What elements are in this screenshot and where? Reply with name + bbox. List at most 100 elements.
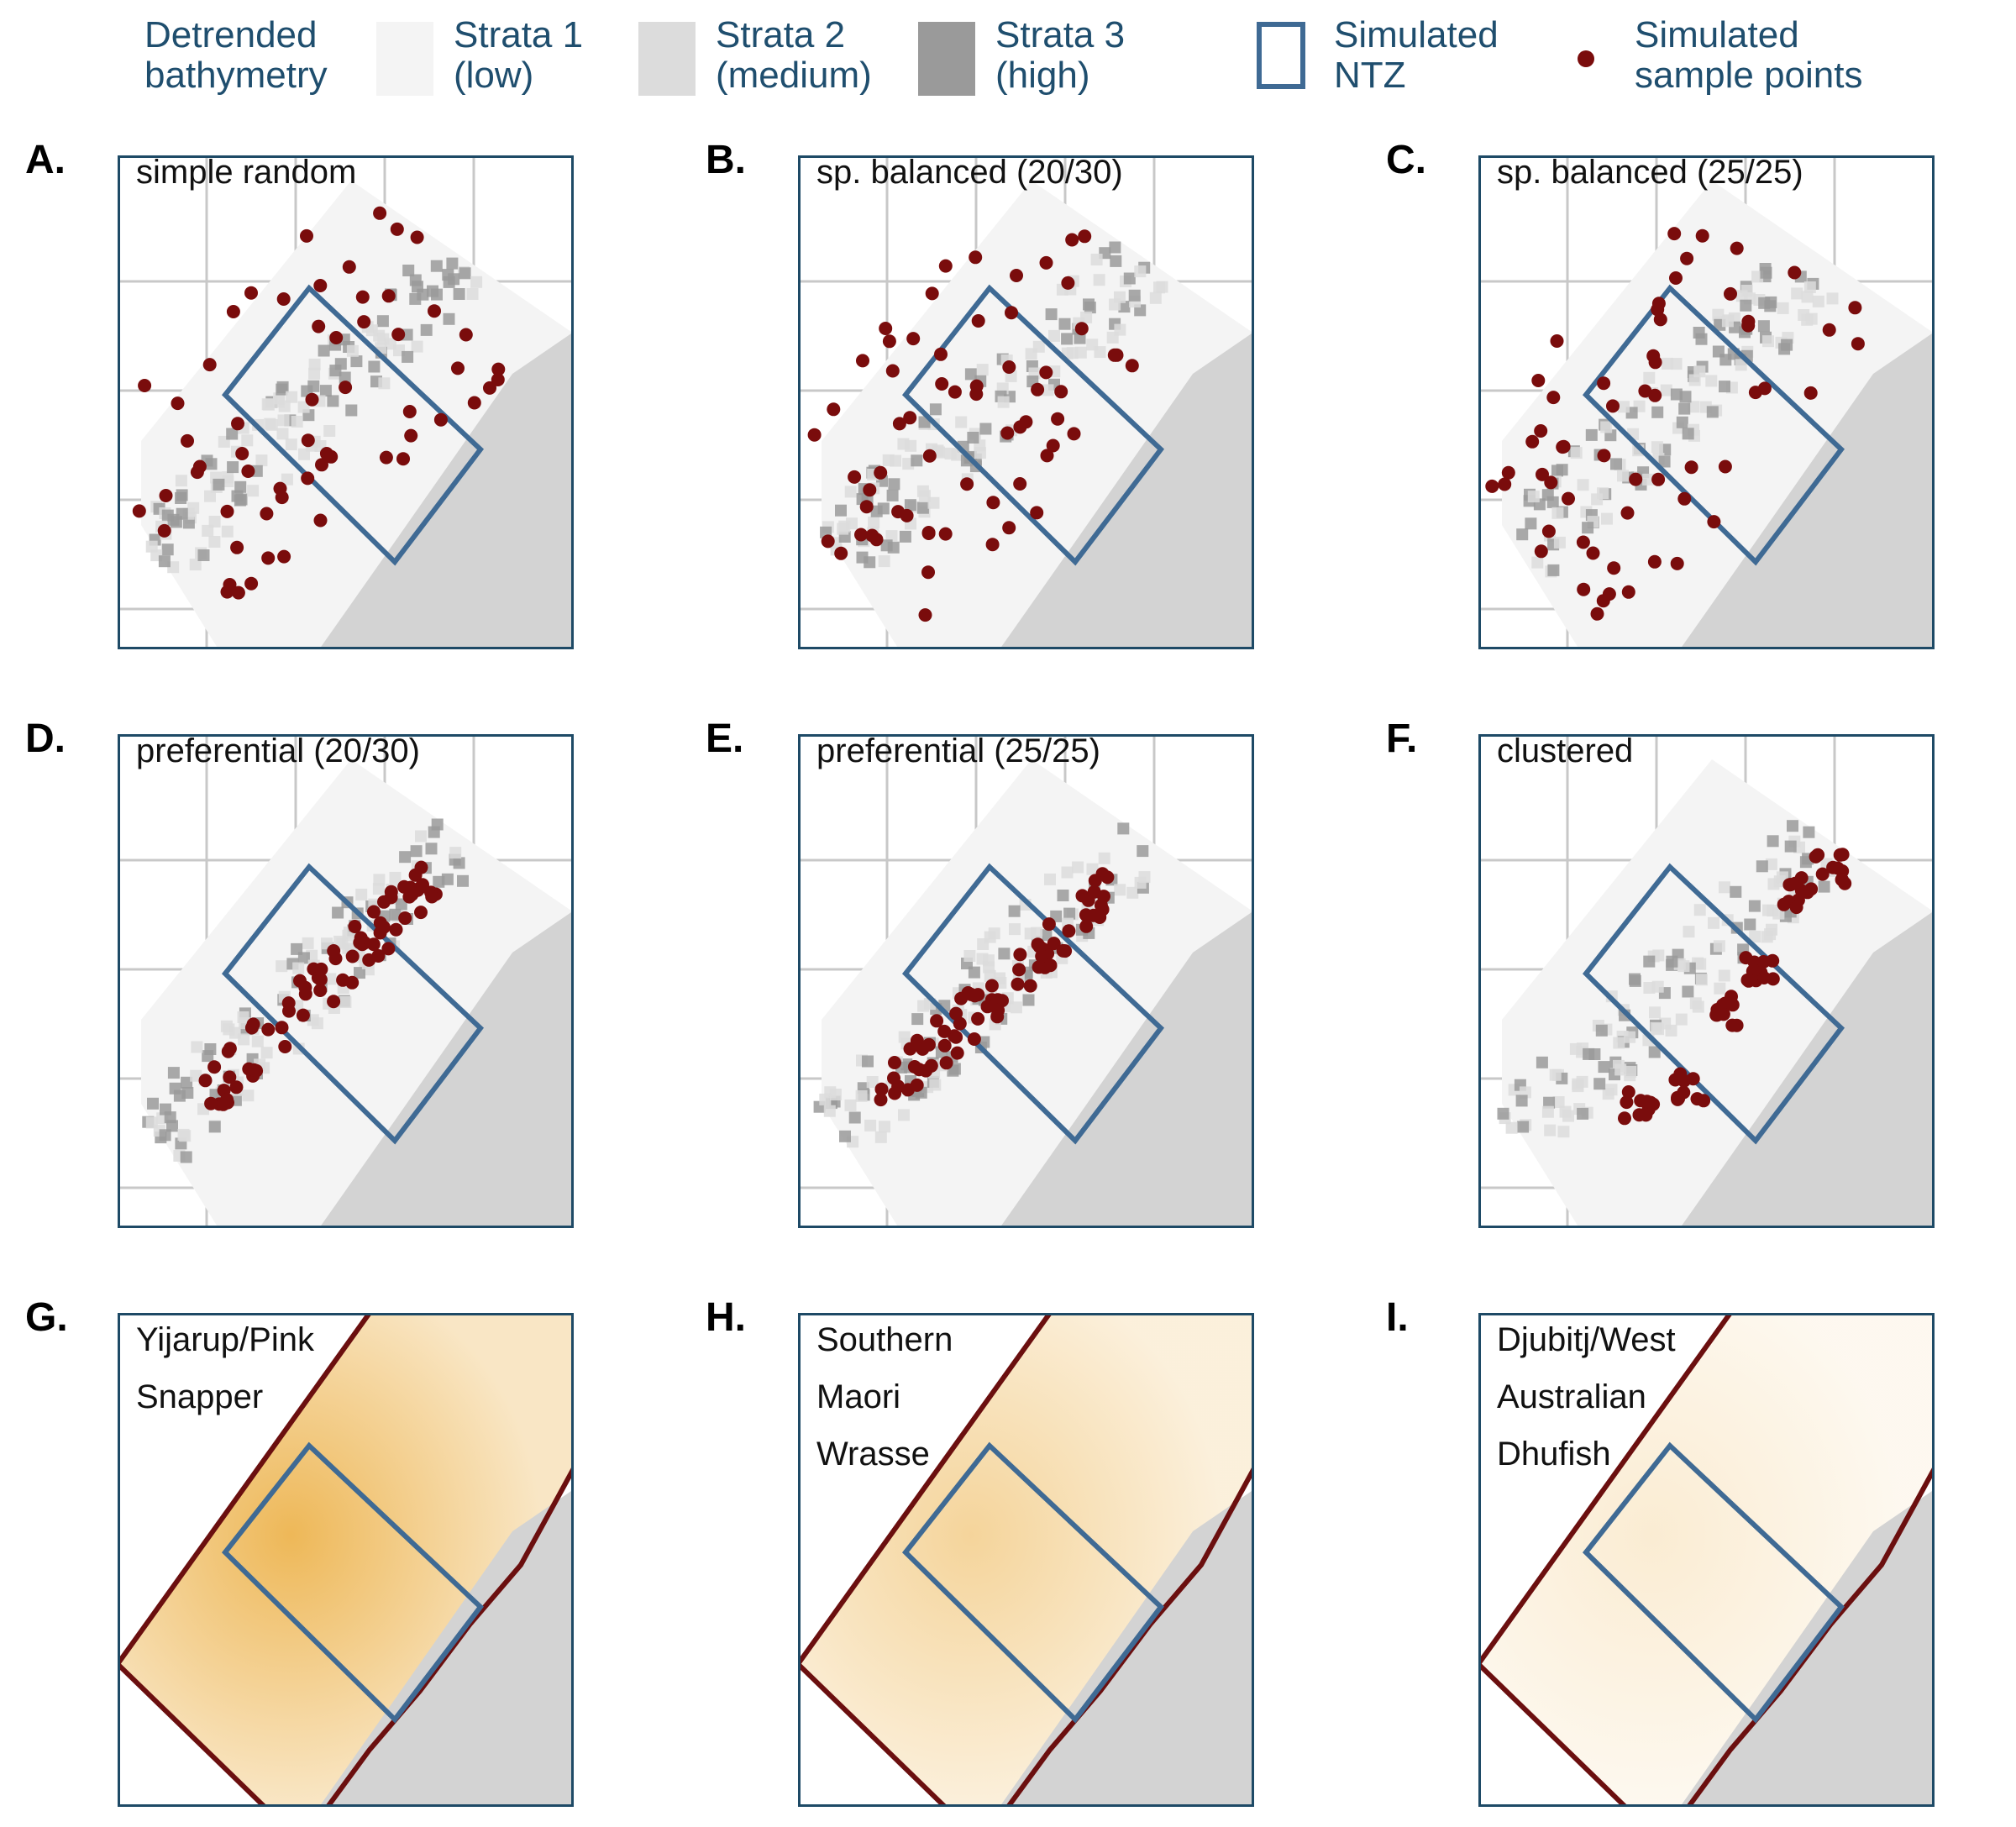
sample-point — [854, 528, 868, 542]
legend-point-swatch — [1578, 50, 1594, 67]
sample-point — [1803, 386, 1818, 400]
bathymetry-cell — [848, 1111, 861, 1124]
bathymetry-cell — [1678, 402, 1691, 415]
bathymetry-cell — [1552, 1096, 1565, 1108]
bathymetry-cell — [1718, 969, 1730, 982]
bathymetry-cell — [1803, 826, 1815, 838]
bathymetry-cell — [1695, 974, 1708, 986]
sample-point — [934, 347, 948, 361]
bathymetry-cell — [1765, 296, 1777, 308]
bathymetry-cell — [880, 539, 893, 552]
bathymetry-cell — [242, 1089, 255, 1102]
bathymetry-cell — [425, 843, 438, 855]
bathymetry-cell — [1549, 1068, 1562, 1081]
panel-title: simple random — [136, 154, 357, 191]
sample-point — [275, 1021, 289, 1035]
sample-point — [900, 1083, 915, 1097]
bathymetry-cell — [1551, 507, 1564, 519]
panel-letter: F. — [1386, 717, 1418, 761]
sample-point — [969, 250, 983, 265]
bathymetry-cell — [1080, 311, 1093, 323]
bathymetry-cell — [241, 434, 254, 447]
map-content — [118, 734, 574, 1228]
map-content — [118, 1313, 574, 1807]
bathymetry-cell — [265, 418, 278, 431]
sample-point — [305, 392, 319, 407]
bathymetry-cell — [1643, 955, 1656, 968]
panel-letter: B. — [706, 138, 746, 182]
panel-frame — [1478, 734, 1935, 1228]
sample-point — [1596, 594, 1610, 608]
sample-point — [1061, 276, 1075, 290]
panel-frame — [798, 734, 1254, 1228]
legend-ntz-label: Simulated NTZ — [1334, 14, 1499, 96]
bathymetry-cell — [1128, 289, 1141, 302]
bathymetry-cell — [355, 888, 368, 900]
sample-point — [1757, 381, 1772, 396]
bathymetry-cell — [350, 355, 363, 368]
bathymetry-cell — [221, 525, 234, 538]
sample-point — [345, 949, 360, 963]
sample-point — [1035, 949, 1049, 963]
bathymetry-cell — [1730, 885, 1742, 898]
sample-point — [821, 534, 835, 549]
panel-letter: D. — [25, 717, 66, 761]
bathymetry-cell — [167, 1067, 180, 1079]
bathymetry-cell — [402, 265, 415, 276]
sample-point — [1673, 1067, 1688, 1081]
bathymetry-cell — [1617, 470, 1629, 482]
sample-point — [1074, 322, 1089, 336]
sample-point — [192, 459, 207, 474]
bathymetry-cell — [354, 967, 365, 979]
sample-point — [1725, 1018, 1740, 1032]
sample-point — [1757, 971, 1771, 984]
sample-point — [985, 538, 1000, 552]
bathymetry-cell — [1679, 391, 1692, 403]
sample-point — [132, 504, 146, 518]
bathymetry-cell — [441, 873, 454, 885]
bathymetry-cell — [1744, 918, 1756, 931]
sample-point — [315, 458, 328, 472]
legend-strata3-swatch — [918, 22, 975, 96]
sample-point — [1680, 251, 1694, 265]
sample-point — [451, 361, 465, 375]
bathymetry-cell — [1093, 274, 1105, 286]
sample-point — [969, 379, 984, 393]
sample-point — [244, 286, 258, 300]
bathymetry-cell — [1517, 1121, 1530, 1133]
bathymetry-cell — [276, 383, 288, 396]
sample-point — [891, 505, 906, 519]
bathymetry-cell — [443, 312, 455, 325]
map-content — [1478, 734, 1935, 1228]
ntz-boundary — [221, 284, 485, 566]
sample-point — [1013, 477, 1027, 491]
panel-title: clustered — [1497, 732, 1634, 769]
bathymetry-cell — [1024, 927, 1037, 940]
bathymetry-cell — [1714, 982, 1726, 995]
bathymetry-cell — [1593, 1078, 1606, 1090]
legend: Detrended bathymetry Strata 1 (low) Stra… — [0, 0, 2016, 109]
bathymetry-cell — [345, 404, 358, 417]
sample-point — [1739, 951, 1753, 965]
bathymetry-cell — [927, 496, 940, 509]
bathymetry-cell — [378, 377, 391, 390]
sample-point — [1815, 867, 1830, 881]
map-canvas — [118, 734, 574, 1228]
sample-point — [848, 470, 862, 484]
sample-point — [1498, 477, 1512, 491]
sample-point — [856, 354, 869, 368]
map-canvas — [118, 1313, 574, 1807]
bathymetry-cell — [251, 1035, 264, 1047]
sample-point — [939, 1056, 953, 1070]
legend-strata2-label: Strata 2 (medium) — [716, 14, 872, 96]
bathymetry-cell — [410, 845, 423, 858]
bathymetry-cell — [297, 401, 310, 413]
sample-point — [1669, 271, 1683, 285]
sample-point — [1607, 561, 1621, 575]
sample-point — [921, 565, 935, 580]
bathymetry-cell — [963, 950, 976, 962]
sample-point — [1851, 337, 1865, 351]
bathymetry-cell — [844, 1099, 857, 1111]
bathymetry-cell — [311, 1017, 323, 1030]
sample-point — [1010, 269, 1023, 282]
